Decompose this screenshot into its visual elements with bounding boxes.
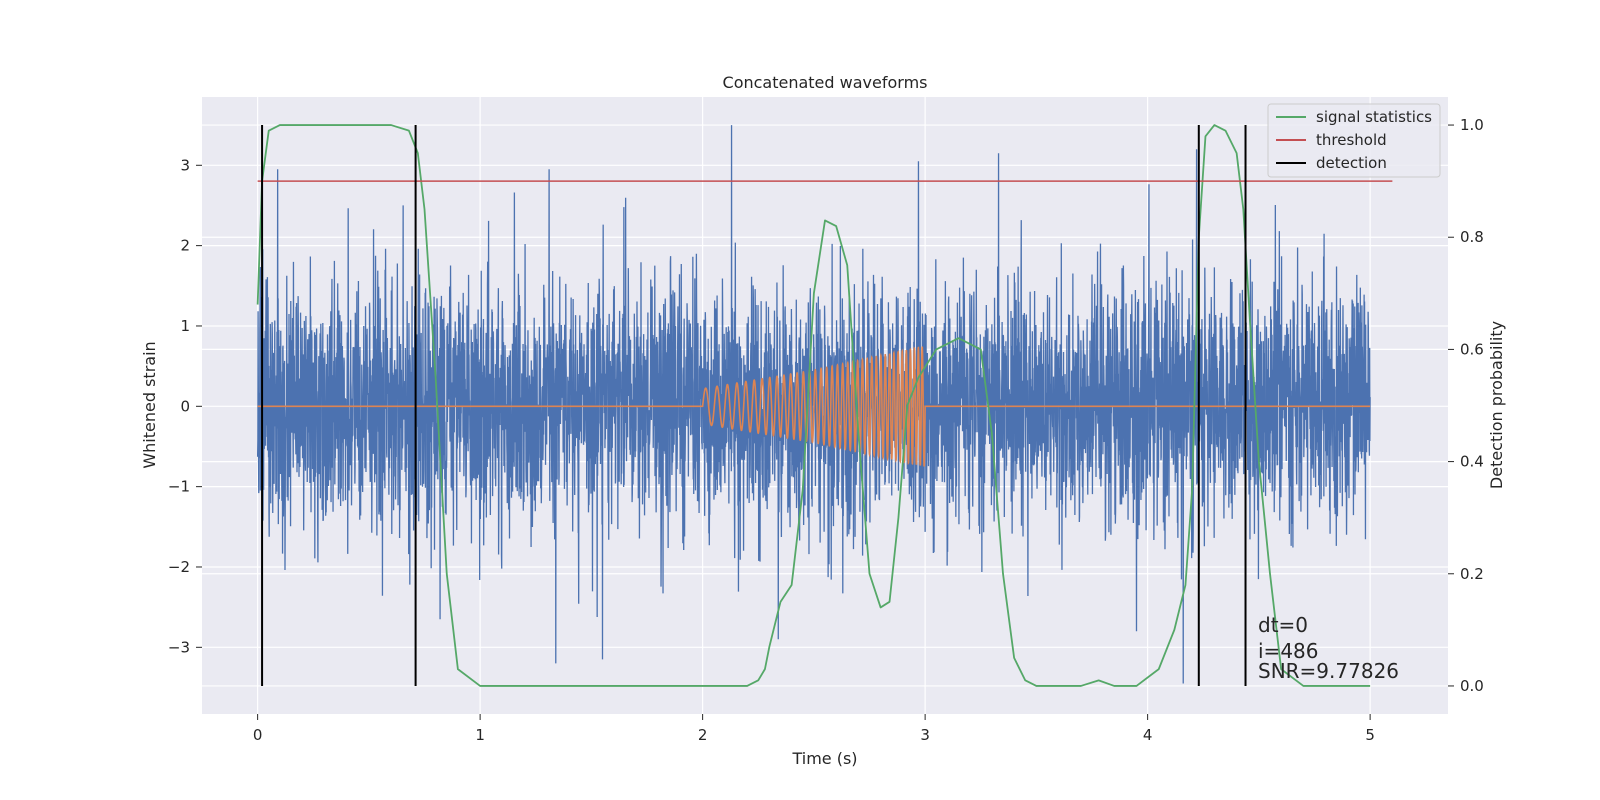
y-tick-label: 0 [180,397,190,415]
y-tick-label: 2 [180,237,190,255]
series-whitened-strain [256,125,1371,684]
y-right-tick-label: 0.4 [1460,453,1484,471]
x-axis-label: Time (s) [791,749,857,768]
annotations: dt=0 i=486 SNR=9.77826 [1258,613,1399,683]
left-axis-ticks: −3 −2 −1 0 1 2 3 [168,156,202,656]
legend-label-signal-statistics: signal statistics [1316,108,1432,126]
y-tick-label: 1 [180,317,190,335]
x-tick-label: 4 [1143,726,1153,744]
legend-label-detection: detection [1316,154,1387,172]
x-tick-label: 2 [698,726,708,744]
y-axis-label: Whitened strain [140,341,159,468]
y-axis-right-label: Detection probability [1487,321,1506,489]
annotation-snr: SNR=9.77826 [1258,659,1399,683]
y-right-tick-label: 0.8 [1460,228,1484,246]
y-tick-label: 3 [180,156,190,174]
annotation-dt: dt=0 [1258,613,1308,637]
y-right-tick-label: 0.0 [1460,677,1484,695]
y-right-tick-label: 1.0 [1460,116,1484,134]
right-axis-ticks: 0.0 0.2 0.4 0.6 0.8 1.0 [1448,116,1484,695]
x-tick-label: 5 [1365,726,1375,744]
legend-label-threshold: threshold [1316,131,1387,149]
legend: signal statistics threshold detection [1267,103,1441,178]
series-injected-waveform [257,346,1371,467]
chart-title: Concatenated waveforms [723,73,928,92]
y-right-tick-label: 0.6 [1460,340,1484,358]
y-tick-label: −3 [168,638,190,656]
x-tick-label: 3 [920,726,930,744]
y-tick-label: −2 [168,558,190,576]
legend-box [1267,103,1441,178]
x-axis-ticks: 0 1 2 3 4 5 [253,714,1375,744]
y-tick-label: −1 [168,478,190,496]
series-signal-statistics [256,124,1371,687]
annotation-index: i=486 [1258,639,1319,663]
series-layer [256,124,1393,687]
x-tick-label: 1 [475,726,485,744]
y-right-tick-label: 0.2 [1460,565,1484,583]
x-tick-label: 0 [253,726,263,744]
